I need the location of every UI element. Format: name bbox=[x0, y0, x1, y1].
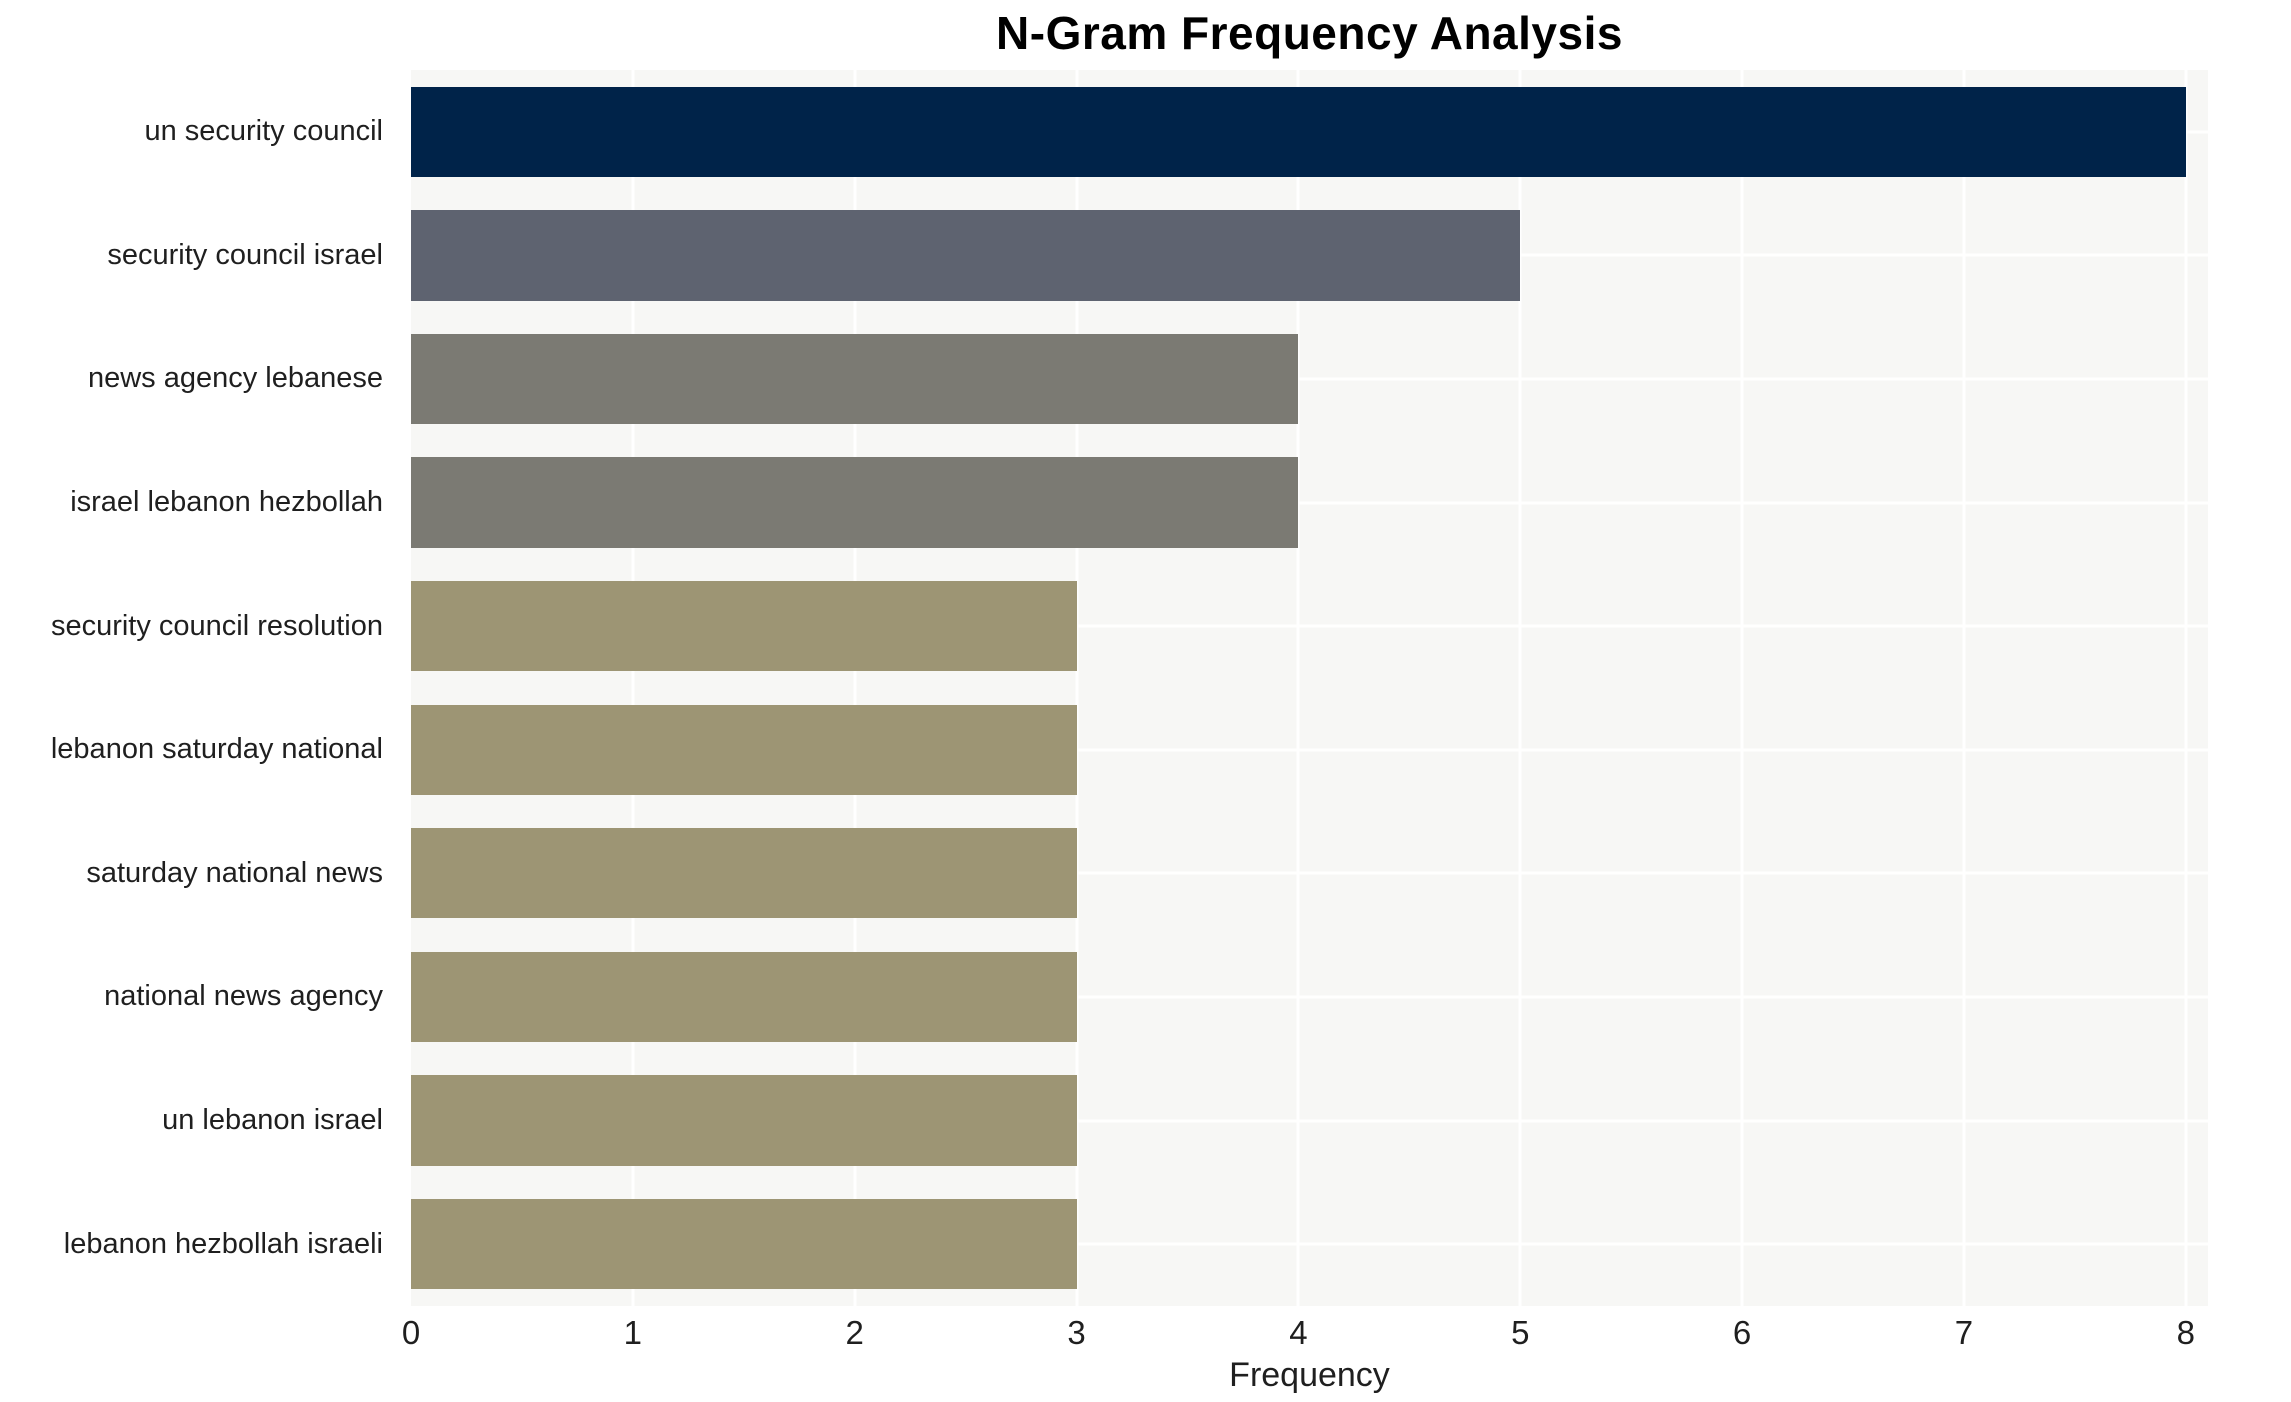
y-tick-label: security council israel bbox=[107, 238, 383, 271]
bar-slot bbox=[411, 70, 2208, 194]
gridline bbox=[411, 1242, 2208, 1246]
gridline bbox=[853, 70, 857, 1306]
bar-security-council-israel bbox=[411, 210, 1521, 301]
gridline bbox=[411, 748, 2208, 752]
y-tick-label: lebanon saturday national bbox=[50, 733, 383, 766]
x-axis: 0 1 2 3 4 5 6 7 8 bbox=[402, 1314, 2208, 1358]
y-tick-label: security council resolution bbox=[50, 609, 383, 642]
gridline bbox=[411, 501, 2208, 505]
gridline bbox=[1962, 70, 1966, 1306]
bar-un-lebanon-israel bbox=[411, 1075, 1077, 1166]
bar-slot bbox=[411, 1059, 2208, 1183]
bar-lebanon-hezbollah-israeli bbox=[411, 1199, 1077, 1290]
y-tick-label: israel lebanon hezbollah bbox=[70, 486, 383, 519]
y-tick-label: news agency lebanese bbox=[87, 362, 383, 395]
plot-area bbox=[411, 70, 2208, 1306]
bar-slot bbox=[411, 812, 2208, 936]
chart-title: N-Gram Frequency Analysis bbox=[996, 7, 1623, 59]
bar-saturday-national-news bbox=[411, 828, 1077, 919]
gridline bbox=[411, 1119, 2208, 1123]
y-tick-label: saturday national news bbox=[86, 856, 383, 889]
bar-slot bbox=[411, 1182, 2208, 1306]
y-tick-label: lebanon hezbollah israeli bbox=[63, 1227, 383, 1260]
x-tick-label: 8 bbox=[2176, 1314, 2195, 1351]
bar-lebanon-saturday-national bbox=[411, 704, 1077, 795]
y-axis-labels: un security council security council isra… bbox=[0, 70, 397, 1306]
gridline bbox=[631, 70, 635, 1306]
bar-national-news-agency bbox=[411, 951, 1077, 1043]
bar-slot bbox=[411, 194, 2208, 318]
gridline bbox=[1296, 70, 1300, 1306]
y-tick-label: national news agency bbox=[104, 980, 383, 1013]
gridline bbox=[2184, 70, 2188, 1306]
x-tick-label: 0 bbox=[401, 1314, 421, 1351]
x-tick-label: 7 bbox=[1954, 1314, 1974, 1351]
x-axis-label: Frequency bbox=[1229, 1356, 1390, 1394]
x-tick-label: 3 bbox=[1067, 1314, 1086, 1351]
gridline bbox=[1518, 70, 1522, 1306]
gridline bbox=[1740, 70, 1744, 1306]
y-tick-label: un lebanon israel bbox=[162, 1104, 383, 1137]
bar-slots bbox=[411, 70, 2208, 1306]
x-tick-label: 2 bbox=[845, 1314, 864, 1351]
x-tick-label: 1 bbox=[623, 1314, 643, 1351]
x-tick-label: 6 bbox=[1732, 1314, 1752, 1351]
gridline bbox=[1075, 70, 1079, 1306]
bar-un-security-council bbox=[411, 86, 2186, 177]
gridline bbox=[411, 871, 2208, 875]
bar-slot bbox=[411, 317, 2208, 441]
x-tick-label: 4 bbox=[1289, 1314, 1308, 1351]
y-tick-label: un security council bbox=[144, 115, 383, 148]
gridline bbox=[411, 624, 2208, 628]
gridline bbox=[411, 995, 2208, 999]
bar-slot bbox=[411, 564, 2208, 688]
bar-slot bbox=[411, 441, 2208, 565]
x-tick-label: 5 bbox=[1511, 1314, 1530, 1351]
bar-slot bbox=[411, 688, 2208, 812]
bar-slot bbox=[411, 935, 2208, 1059]
bar-security-council-resolution bbox=[411, 581, 1077, 672]
bar-israel-lebanon-hezbollah bbox=[411, 457, 1299, 548]
bar-news-agency-lebanese bbox=[411, 333, 1299, 425]
gridline bbox=[411, 377, 2208, 381]
